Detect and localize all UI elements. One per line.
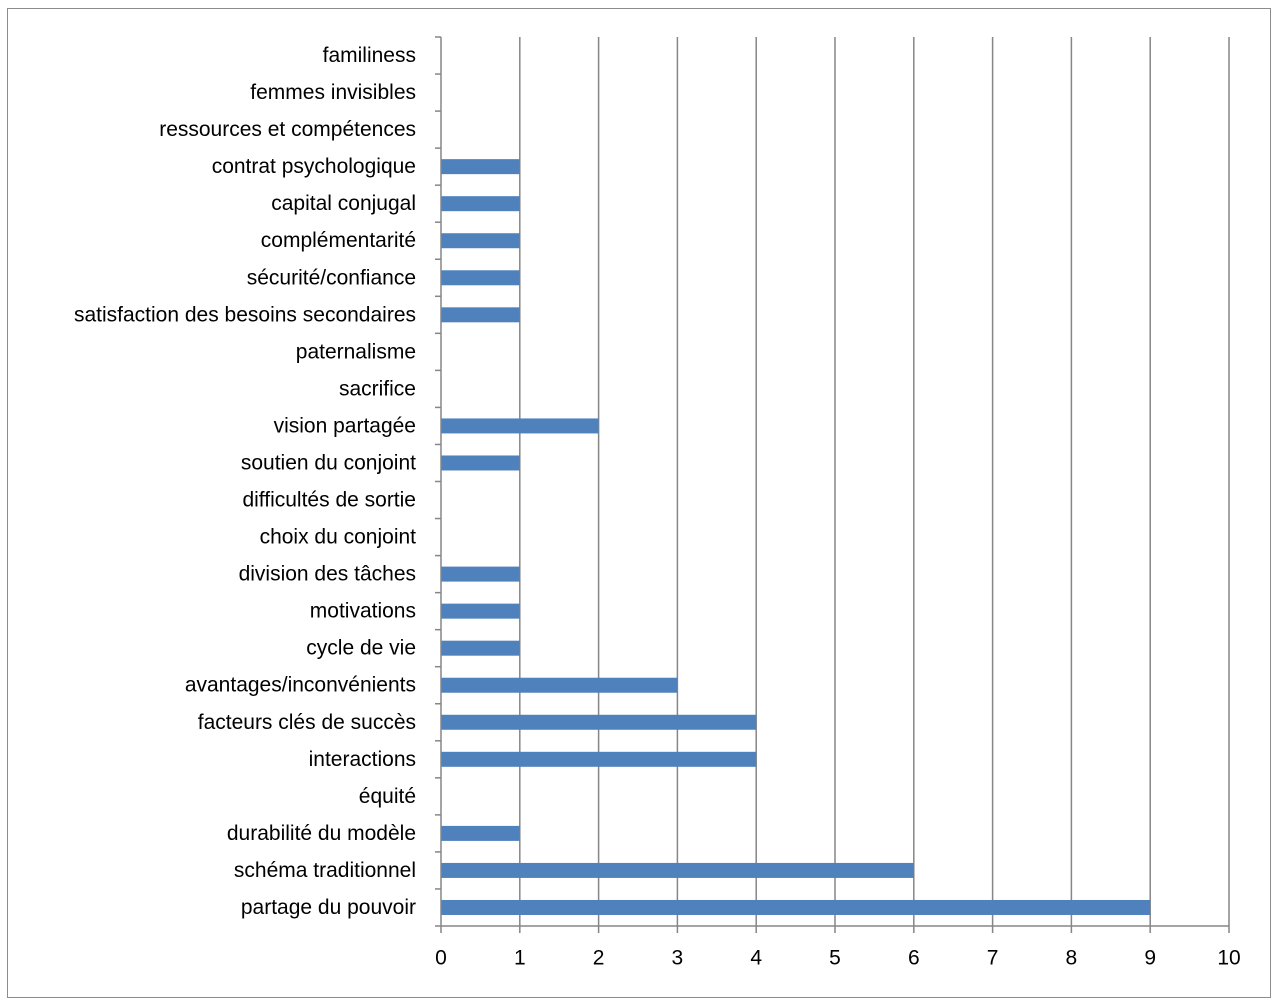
bars — [441, 159, 1150, 915]
category-label: durabilité du modèle — [227, 822, 416, 845]
category-label: facteurs clés de succès — [198, 711, 416, 734]
category-label: familiness — [323, 44, 416, 67]
x-tick-label: 2 — [593, 947, 605, 970]
x-tick-label: 8 — [1066, 947, 1078, 970]
category-label: complémentarité — [261, 229, 416, 252]
category-label: satisfaction des besoins secondaires — [74, 303, 416, 326]
x-tick-label: 3 — [672, 947, 684, 970]
category-label: équité — [359, 785, 416, 808]
category-label: division des tâches — [239, 563, 416, 586]
bar — [441, 196, 520, 211]
category-label: interactions — [309, 748, 416, 771]
category-label: sacrifice — [339, 377, 416, 400]
category-label: soutien du conjoint — [241, 451, 416, 474]
category-label: contrat psychologique — [212, 155, 416, 178]
x-tick-label: 7 — [987, 947, 999, 970]
category-label: sécurité/confiance — [247, 266, 416, 289]
bar — [441, 826, 520, 841]
x-tick-label: 0 — [435, 947, 447, 970]
bar — [441, 678, 677, 693]
x-tick-label: 6 — [908, 947, 920, 970]
bar — [441, 567, 520, 582]
axes — [435, 37, 1229, 933]
bar — [441, 900, 1150, 915]
bar — [441, 418, 599, 433]
bar — [441, 159, 520, 174]
bar — [441, 752, 756, 767]
category-label: paternalisme — [296, 340, 416, 363]
x-tick-labels: 0 1 2 3 4 5 6 7 8 9 10 — [435, 947, 1241, 970]
x-tick-label: 9 — [1144, 947, 1156, 970]
category-label: capital conjugal — [271, 192, 416, 215]
category-label: partage du pouvoir — [241, 896, 416, 919]
category-label: choix du conjoint — [260, 526, 417, 549]
category-label: motivations — [310, 600, 416, 623]
bar — [441, 307, 520, 322]
x-tick-label: 4 — [750, 947, 762, 970]
category-label: difficultés de sortie — [242, 489, 416, 512]
gridlines — [520, 37, 1229, 926]
bar — [441, 270, 520, 285]
bar — [441, 863, 914, 878]
x-tick-label: 10 — [1217, 947, 1240, 970]
category-labels: familiness femmes invisibles ressources et… — [74, 44, 416, 919]
category-label: cycle de vie — [306, 637, 416, 660]
category-label: avantages/inconvénients — [185, 674, 416, 697]
category-label: ressources et compétences — [159, 118, 416, 141]
category-label: vision partagée — [274, 414, 416, 437]
bar — [441, 604, 520, 619]
category-label: femmes invisibles — [250, 81, 416, 104]
bar — [441, 641, 520, 656]
bar — [441, 233, 520, 248]
x-tick-label: 5 — [829, 947, 841, 970]
bar — [441, 715, 756, 730]
bar — [441, 455, 520, 470]
category-label: schéma traditionnel — [234, 859, 416, 882]
x-tick-label: 1 — [514, 947, 526, 970]
